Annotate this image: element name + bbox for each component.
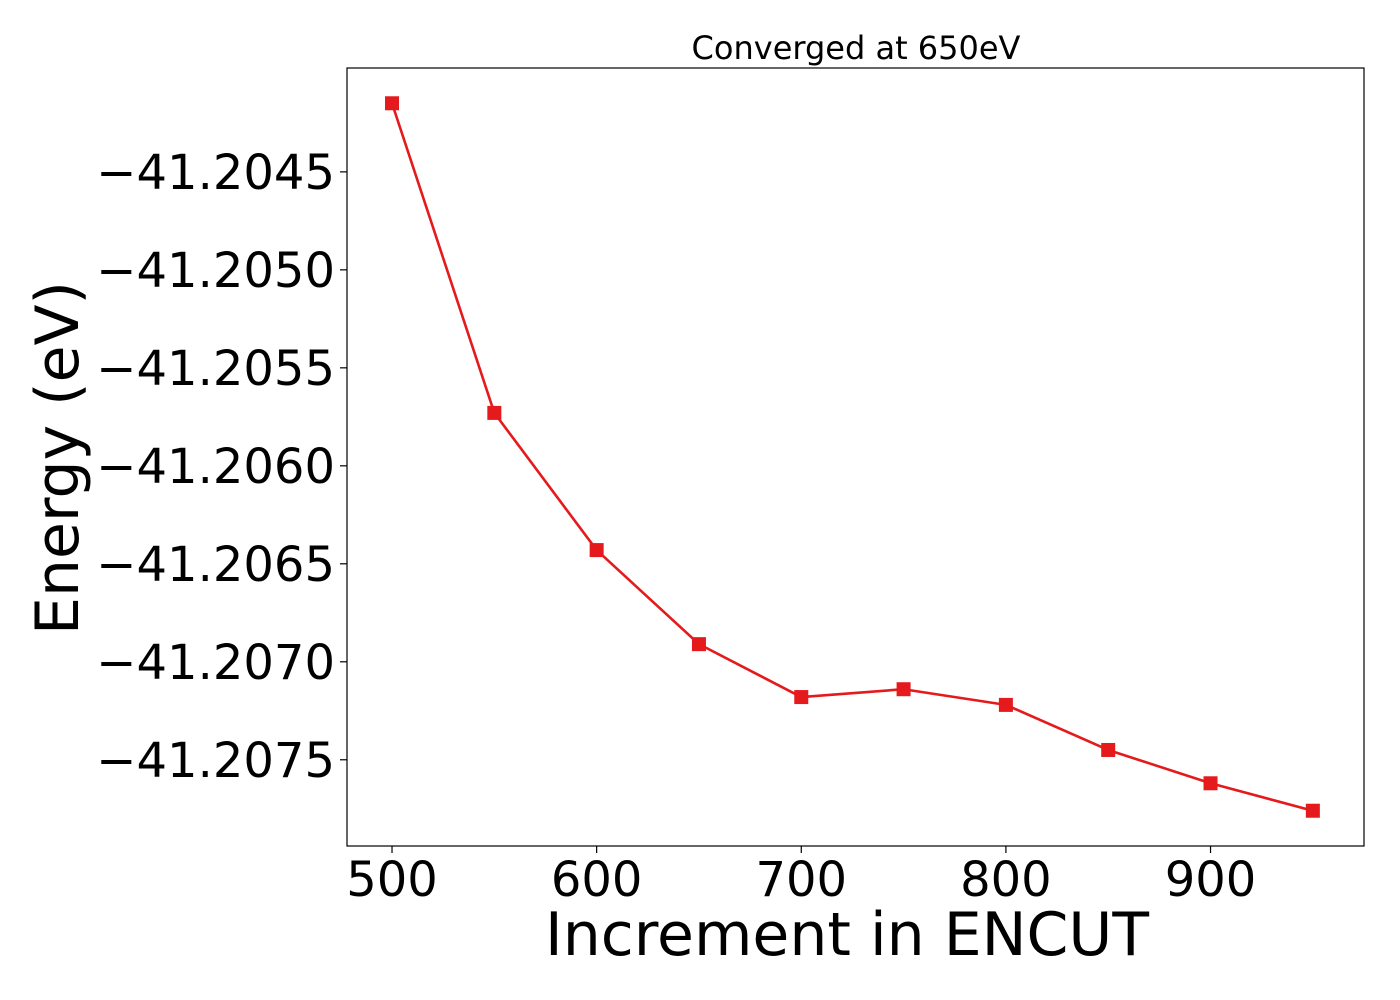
x-tick-label: 700: [755, 852, 847, 908]
y-axis-label: Energy (eV): [23, 281, 93, 635]
y-tick-label: −41.2050: [96, 243, 335, 299]
plot-area: 500 600 700 800 900 −41.2045 −41.2050 −41.2055 −…: [96, 96, 1320, 908]
data-point-marker: [1203, 776, 1218, 791]
plot-frame: [346, 67, 1365, 847]
data-point-marker: [998, 697, 1013, 712]
data-point-marker: [385, 96, 400, 111]
x-tick-label: 500: [346, 852, 438, 908]
data-point-marker: [1305, 803, 1320, 818]
y-tick-label: −41.2055: [96, 341, 335, 397]
data-point-marker: [794, 690, 809, 705]
x-tick-label: 600: [551, 852, 643, 908]
y-tick-label: −41.2045: [96, 145, 335, 201]
data-point-marker: [487, 405, 502, 420]
y-tick-label: −41.2065: [96, 537, 335, 593]
data-point-marker: [589, 543, 604, 558]
series-line: [390, 102, 1314, 812]
y-tick-label: −41.2060: [96, 439, 335, 495]
chart-title: Converged at 650eV: [692, 29, 1021, 67]
y-tick-label: −41.2070: [96, 635, 335, 691]
x-axis-label: Increment in ENCUT: [545, 900, 1149, 970]
x-tick-label: 900: [1165, 852, 1257, 908]
x-tick-label: 800: [960, 852, 1052, 908]
y-tick-label: −41.2075: [96, 733, 335, 789]
data-point-marker: [896, 682, 911, 697]
data-point-marker: [691, 637, 706, 652]
data-point-marker: [1101, 742, 1116, 757]
